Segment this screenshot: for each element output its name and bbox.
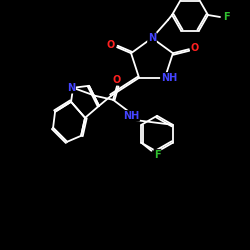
Text: F: F [154,150,161,160]
Text: N: N [67,83,75,93]
Text: O: O [113,75,121,85]
Text: O: O [113,75,121,85]
Text: O: O [107,40,115,50]
Text: NH: NH [161,73,177,83]
Text: O: O [107,40,115,50]
Text: F: F [223,12,229,22]
Text: NH: NH [161,73,177,83]
Text: NH: NH [123,111,139,121]
Text: NH: NH [123,111,139,121]
Text: O: O [191,43,199,53]
Text: N: N [148,33,156,43]
Text: F: F [154,150,161,160]
Text: N: N [148,33,156,43]
Text: F: F [223,12,229,22]
Text: N: N [67,83,75,93]
Text: O: O [191,43,199,53]
